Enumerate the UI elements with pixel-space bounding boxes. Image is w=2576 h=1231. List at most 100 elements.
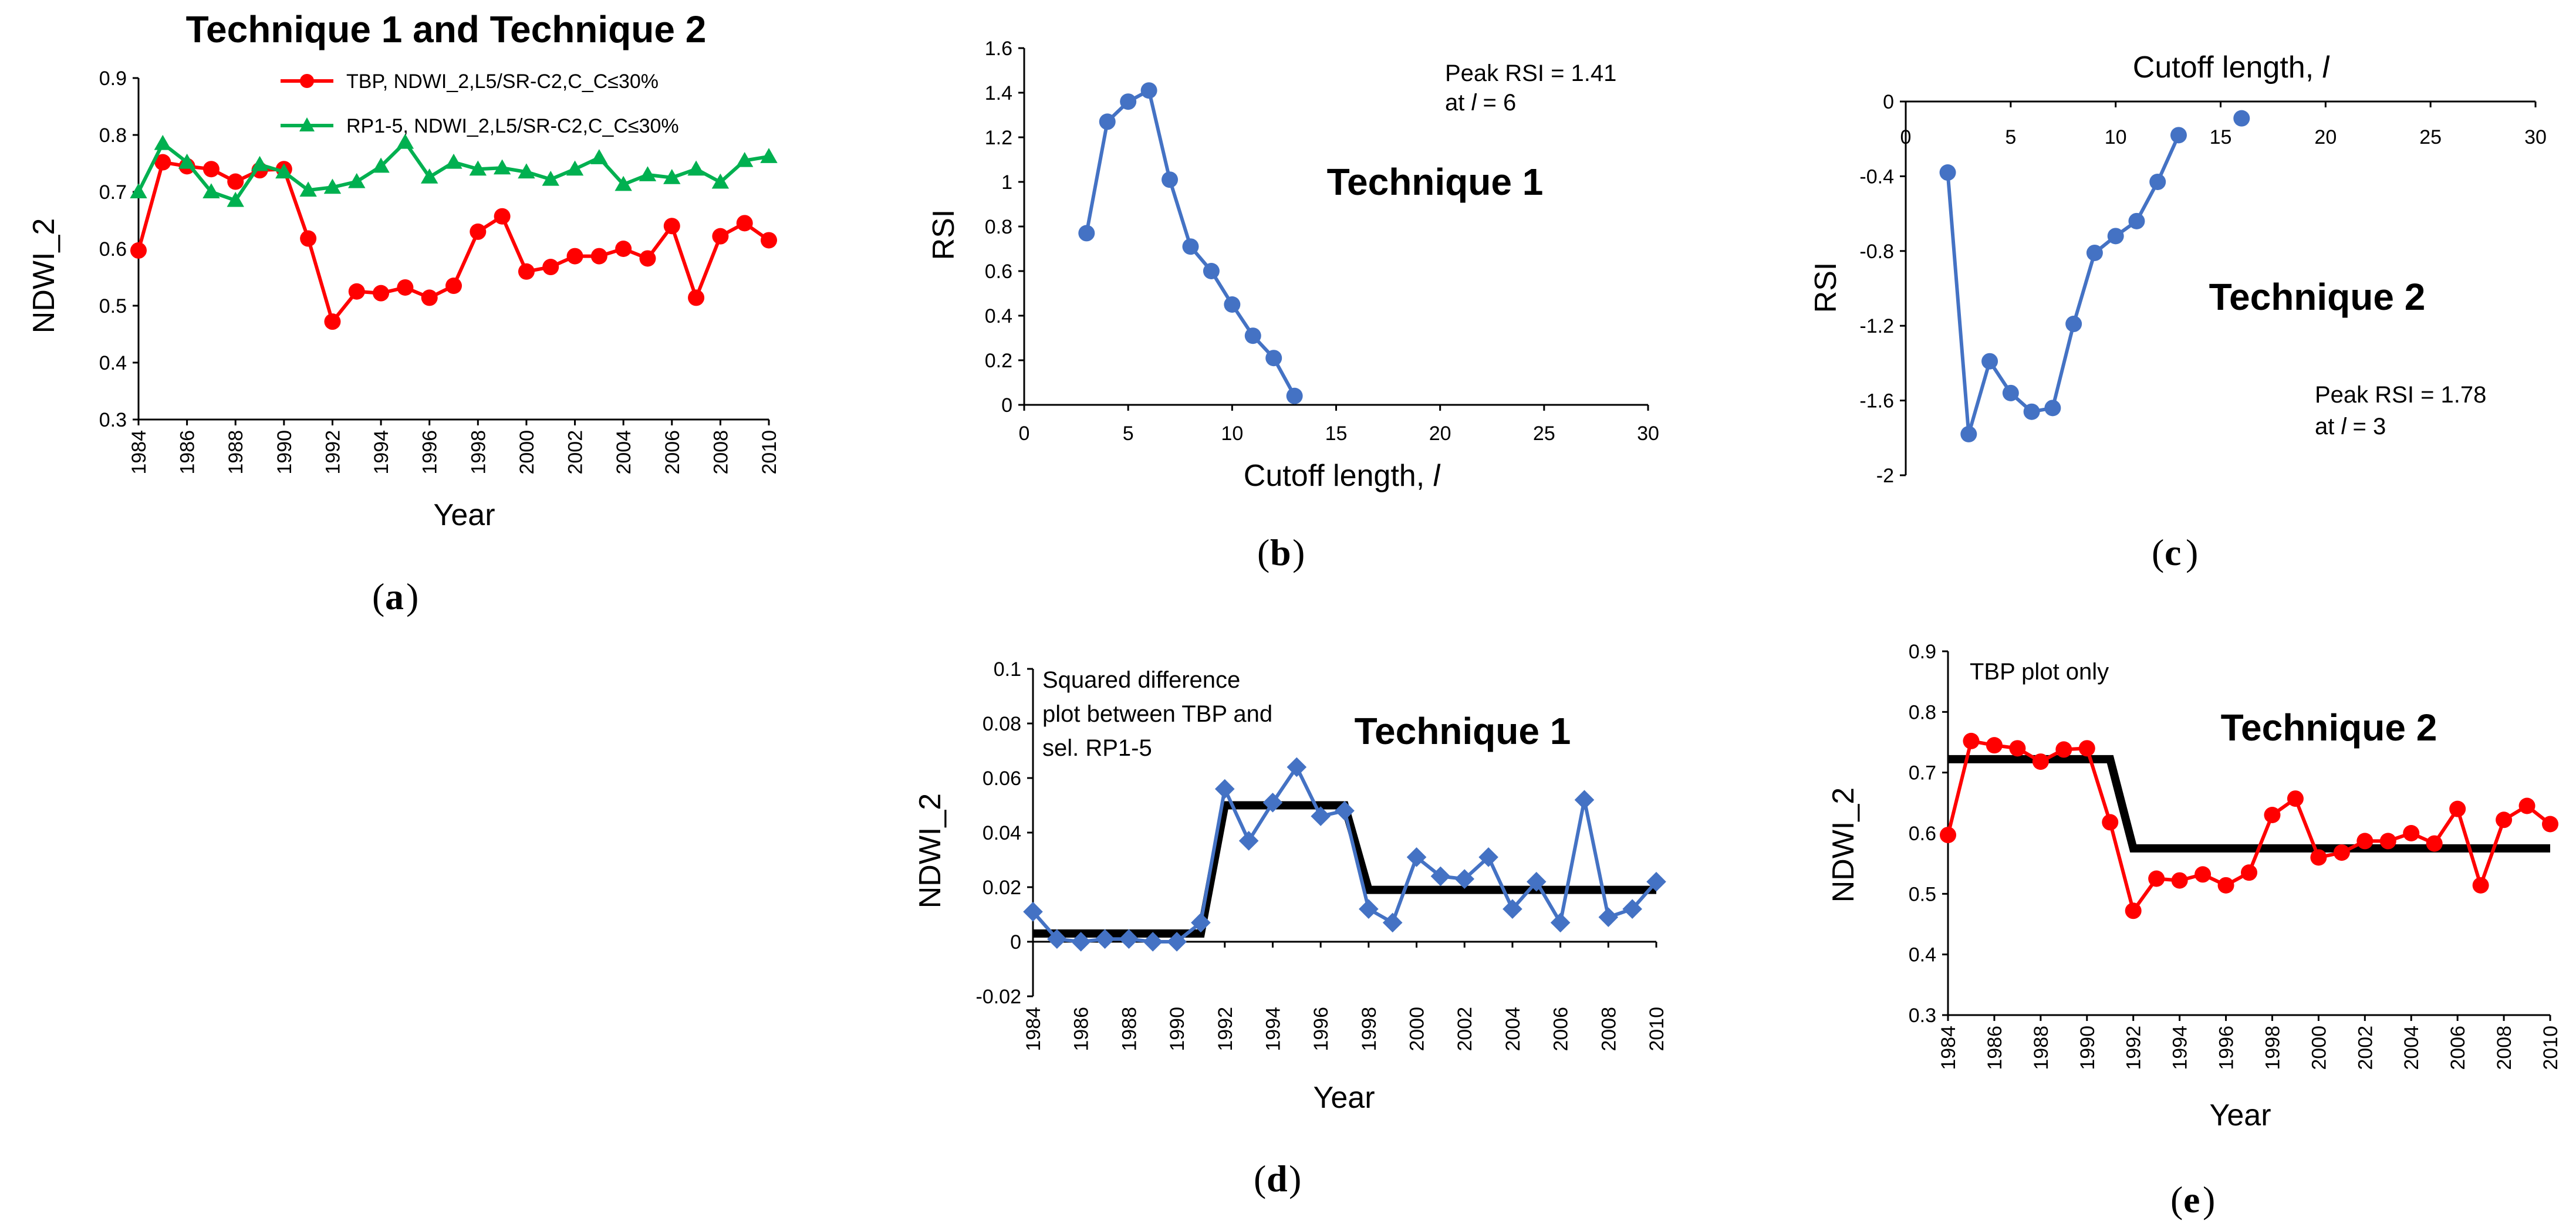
panel-e-series-0-point <box>2195 866 2212 883</box>
panel-a-series-0-point <box>590 248 607 265</box>
panel-a-caption-open: ( <box>372 576 384 617</box>
panel-a-series-1-point <box>566 160 584 176</box>
panel-e-xtick-label: 1992 <box>2123 1026 2145 1070</box>
panel-b-annotation-line1: Peak RSI = 1.41 <box>1445 60 1616 86</box>
panel-a-series-0-point <box>736 215 753 232</box>
panel-a-series-1-point <box>348 173 366 188</box>
panel-a-series-1-point <box>251 155 269 171</box>
panel-e-xtick-label: 1988 <box>2030 1026 2052 1070</box>
panel-b-ytick-label: 0.8 <box>985 216 1012 238</box>
panel-d-ytick-label: 0.04 <box>983 822 1021 844</box>
panel-e-xtick-label: 2010 <box>2540 1026 2562 1070</box>
panel-d-series-0-point <box>1095 929 1115 949</box>
panel-c-ytick-label: -0.8 <box>1859 241 1894 263</box>
panel-e-series-0-point <box>2217 877 2234 894</box>
panel-e-ytick-label: 0.8 <box>1909 701 1936 723</box>
panel-c-series-0-line <box>1946 134 2180 436</box>
panel-d-series-0-point <box>1503 899 1522 919</box>
panel-c-ytick-label: -0.4 <box>1859 165 1894 188</box>
panel-a-series-1-point <box>518 163 535 179</box>
panel-e-series-0-point <box>1986 737 2003 754</box>
legend-rp-marker <box>299 117 315 131</box>
panel-c-caption-open: ( <box>2152 532 2164 573</box>
panel-a-xtick-label: 1996 <box>419 430 441 475</box>
panel-c-series-0-point <box>2170 127 2187 144</box>
panel-a-xtick-label: 2010 <box>758 430 781 475</box>
panel-e-ytick-label: 0.5 <box>1909 883 1936 905</box>
panel-d-series-0-point <box>1311 806 1331 826</box>
panel-c-annotation-value: = 3 <box>2346 414 2386 439</box>
panel-c-series-0-point <box>1939 164 1956 181</box>
panel-c-series-0-point <box>2044 400 2061 417</box>
panel-c-ytick-label: 0 <box>1883 91 1894 113</box>
panel-e-ytick-label: 0.7 <box>1909 762 1936 784</box>
panel-e-series-0-point <box>2102 814 2119 831</box>
panel-a-series-1-point <box>396 133 414 149</box>
panel-a-caption-close: ) <box>406 576 418 617</box>
panel-a-series-1-point <box>687 160 705 176</box>
panel-c-series-0-point <box>2149 173 2166 190</box>
panel-b-ylabel: RSI <box>927 209 961 261</box>
panel-b-ytick-label: 1.4 <box>985 82 1012 104</box>
panel-e-xtick-label: 2006 <box>2447 1026 2469 1070</box>
panel-e-ytick-label: 0.4 <box>1909 944 1936 966</box>
panel-a-series-0 <box>130 154 777 330</box>
panel-c-axes: 0 -0.4 -0.8 -1.2 -1.6 -2 0 5 10 15 20 25 30 <box>1859 91 2547 487</box>
panel-c-series-0-point <box>2086 244 2103 261</box>
panel-c-ytick-label: -1.2 <box>1859 315 1894 337</box>
panel-e-axes: 0.3 0.4 0.5 0.6 0.7 0.8 0.9 1984 1986 1988 1990 199… <box>1909 641 2562 1070</box>
panel-b-xlabel-text: Cutoff length, <box>1244 459 1433 493</box>
panel-e-xtick-label: 2004 <box>2401 1026 2423 1070</box>
panel-b-xtick-label: 30 <box>1637 422 1659 445</box>
panel-e-series-0 <box>1940 732 2558 919</box>
panel-a-series-1-point <box>590 149 608 164</box>
panel-b-xtick-label: 5 <box>1123 422 1134 445</box>
panel-d-series-0-point <box>1143 932 1163 952</box>
panel-a-series-1-point <box>372 157 390 173</box>
panel-a-series-1-point <box>420 168 438 184</box>
panel-e-series-0-point <box>2542 816 2558 833</box>
panel-c-xlabel-var: l <box>2322 50 2330 84</box>
panel-a-ytick-label: 0.6 <box>99 238 127 261</box>
panel-c-ytick-label: -2 <box>1876 465 1894 487</box>
panel-b-annotation-var: l <box>1471 90 1477 116</box>
panel-b-ytick-label: 1.6 <box>985 38 1012 60</box>
panel-b-series-0-point <box>1265 350 1282 367</box>
panel-d-series-0-point <box>1214 779 1235 799</box>
panel-c-series-0-point <box>1981 353 1998 370</box>
panel-d-xtick-label: 2004 <box>1502 1007 1524 1051</box>
panel-a-series-0-point <box>202 161 220 178</box>
panel-d-series-0-point <box>1382 912 1403 933</box>
panel-a-series-0-point <box>494 208 511 225</box>
panel-a-series-1-point <box>178 153 196 169</box>
panel-a-xtick-label: 1994 <box>370 430 393 475</box>
panel-a-series-0-point <box>348 283 365 300</box>
panel-d-series-0-point <box>1335 801 1355 821</box>
panel-b-series-0-point <box>1099 113 1116 130</box>
panel-a-series-0-point <box>373 285 390 302</box>
panel-d-ytick-label: 0.08 <box>983 713 1021 735</box>
panel-a-series-0-point <box>445 278 462 295</box>
panel-d-series-0-point <box>1622 899 1642 919</box>
panel-a-legend: TBP, NDWI_2,L5/SR-C2,C_C≤30% RP1-5, NDWI… <box>281 70 679 137</box>
panel-d-xtick-label: 1996 <box>1310 1007 1332 1051</box>
panel-e-series-0-point <box>1940 827 1956 844</box>
panel-d-series-0-point <box>1550 912 1571 933</box>
panel-a-title: Technique 1 and Technique 2 <box>186 8 707 50</box>
panel-b-annotation-line2: at l = 6 <box>1445 90 1516 116</box>
panel-b-xtick-label: 20 <box>1429 422 1451 445</box>
panel-c-annotation-var: l <box>2341 414 2347 439</box>
panel-c-series-0-point <box>2107 228 2124 245</box>
panel-d-series-0-point <box>1191 912 1211 933</box>
panel-e-series-0-point <box>2287 790 2304 807</box>
panel-b-series-0-point <box>1203 263 1220 279</box>
panel-d-series-0-point <box>1478 847 1498 867</box>
panel-c-caption-label: c <box>2165 532 2181 573</box>
panel-c-annotation-at: at <box>2315 414 2341 439</box>
panel-e-xtick-label: 1990 <box>2077 1026 2099 1070</box>
panel-d-xtick-label: 2008 <box>1598 1007 1620 1051</box>
panel-b-series-0-point <box>1120 93 1137 110</box>
panel-e-xtick-label: 2002 <box>2354 1026 2376 1070</box>
panel-a-ytick-label: 0.8 <box>99 124 127 147</box>
panel-e-annotation-line1: TBP plot only <box>1970 659 2109 685</box>
